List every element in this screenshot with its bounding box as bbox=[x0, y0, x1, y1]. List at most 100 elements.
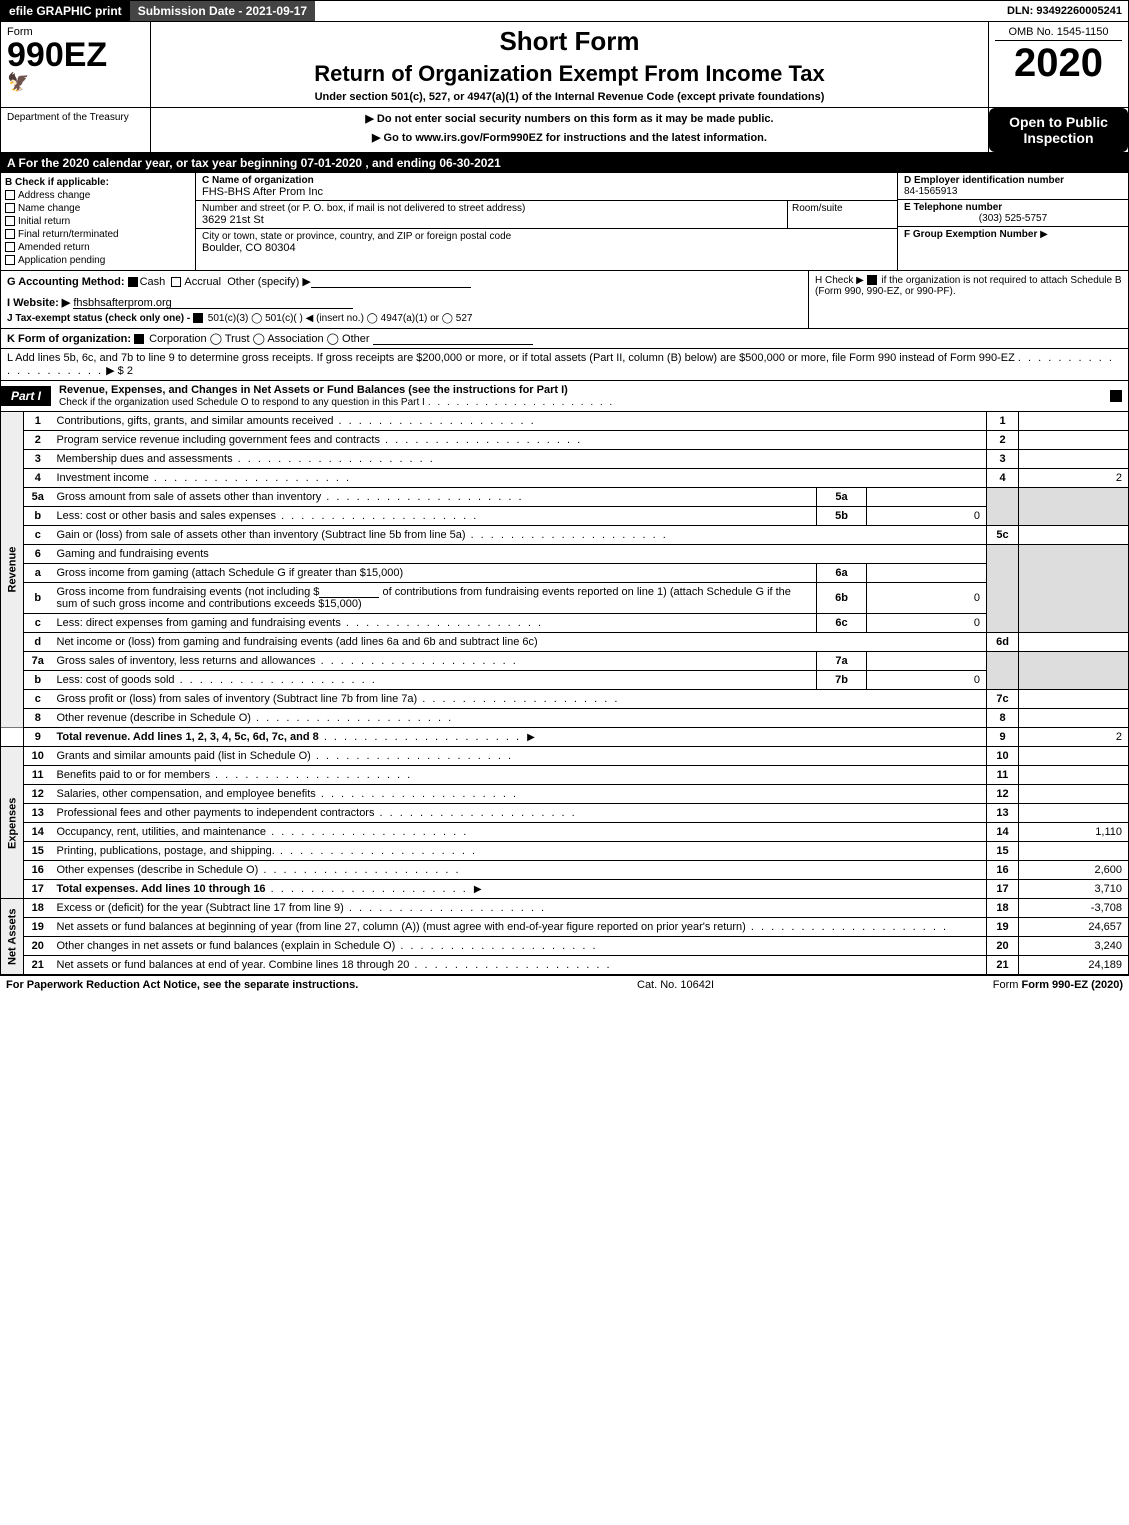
goto-link[interactable]: ▶ Go to www.irs.gov/Form990EZ for instru… bbox=[372, 132, 767, 144]
l2-desc: Program service revenue including govern… bbox=[57, 434, 380, 446]
row-6d: dNet income or (loss) from gaming and fu… bbox=[1, 633, 1129, 652]
l4-desc: Investment income bbox=[57, 472, 149, 484]
k-opts: Corporation ◯ Trust ◯ Association ◯ Othe… bbox=[149, 333, 369, 345]
l6-desc: Gaming and fundraising events bbox=[52, 545, 987, 564]
l17-desc: Total expenses. Add lines 10 through 16 bbox=[57, 883, 266, 895]
spacer bbox=[315, 1, 1007, 21]
part1-checkbox[interactable] bbox=[1110, 390, 1122, 402]
row-6b: bGross income from fundraising events (n… bbox=[1, 583, 1129, 614]
chk-501c3[interactable] bbox=[193, 313, 203, 323]
l11-desc: Benefits paid to or for members bbox=[57, 769, 210, 781]
j-opts: 501(c)(3) ◯ 501(c)( ) ◀ (insert no.) ◯ 4… bbox=[208, 313, 473, 324]
g-accounting: G Accounting Method: Cash Accrual Other … bbox=[7, 275, 802, 288]
chk-name-change[interactable]: Name change bbox=[5, 203, 191, 214]
g-other-input[interactable] bbox=[311, 276, 471, 288]
chk-amended[interactable]: Amended return bbox=[5, 242, 191, 253]
l3-desc: Membership dues and assessments bbox=[57, 453, 233, 465]
e-label: E Telephone number bbox=[904, 202, 1122, 213]
chk-initial-return[interactable]: Initial return bbox=[5, 216, 191, 227]
c-label: C Name of organization bbox=[202, 175, 891, 186]
city-label: City or town, state or province, country… bbox=[202, 231, 891, 242]
row-2: 2Program service revenue including gover… bbox=[1, 431, 1129, 450]
k-other-input[interactable] bbox=[373, 333, 533, 345]
accounting-row: G Accounting Method: Cash Accrual Other … bbox=[0, 271, 1129, 329]
f-group: F Group Exemption Number ▶ bbox=[898, 227, 1128, 242]
section-def: D Employer identification number 84-1565… bbox=[898, 173, 1128, 270]
chk-h[interactable] bbox=[867, 275, 877, 285]
l7b-val: 0 bbox=[867, 671, 987, 690]
i-label: I Website: ▶ bbox=[7, 297, 70, 309]
part1-bar: Part I Revenue, Expenses, and Changes in… bbox=[0, 381, 1129, 412]
info-grid: B Check if applicable: Address change Na… bbox=[0, 173, 1129, 271]
chk-cash[interactable] bbox=[128, 277, 138, 287]
section-h: H Check ▶ if the organization is not req… bbox=[808, 271, 1128, 328]
l6b-input[interactable] bbox=[319, 586, 379, 598]
row-7c: cGross profit or (loss) from sales of in… bbox=[1, 690, 1129, 709]
chk-name-label: Name change bbox=[18, 203, 80, 214]
addr-block: Number and street (or P. O. box, if mail… bbox=[196, 201, 787, 229]
g-other: Other (specify) ▶ bbox=[227, 276, 311, 288]
h-text3: (Form 990, 990-EZ, or 990-PF). bbox=[815, 286, 956, 297]
addr-grid: Number and street (or P. O. box, if mail… bbox=[196, 201, 897, 229]
l7c-desc: Gross profit or (loss) from sales of inv… bbox=[57, 693, 418, 705]
part1-table: Revenue 1Contributions, gifts, grants, a… bbox=[0, 412, 1129, 975]
expenses-sidelabel: Expenses bbox=[1, 747, 24, 899]
row-16: 16Other expenses (describe in Schedule O… bbox=[1, 861, 1129, 880]
i-website: I Website: ▶ fhsbhsafterprom.org bbox=[7, 296, 802, 309]
open-public-cell: Open to Public Inspection bbox=[988, 108, 1128, 152]
l1-desc: Contributions, gifts, grants, and simila… bbox=[57, 415, 334, 427]
tax-year: 2020 bbox=[995, 43, 1122, 83]
g-label: G Accounting Method: bbox=[7, 276, 125, 288]
open-to-public: Open to Public Inspection bbox=[989, 108, 1128, 152]
chk-amended-label: Amended return bbox=[18, 242, 90, 253]
row-7a: 7aGross sales of inventory, less returns… bbox=[1, 652, 1129, 671]
k-row: K Form of organization: Corporation ◯ Tr… bbox=[0, 329, 1129, 349]
dept-treasury: Department of the Treasury bbox=[1, 108, 151, 152]
chk-accrual[interactable] bbox=[171, 277, 181, 287]
dept-label: Department of the Treasury bbox=[7, 112, 144, 123]
l6c-desc: Less: direct expenses from gaming and fu… bbox=[57, 617, 341, 629]
l17-val: 3,710 bbox=[1019, 880, 1129, 899]
row-1: Revenue 1Contributions, gifts, grants, a… bbox=[1, 412, 1129, 431]
form-number: 990EZ bbox=[7, 38, 144, 72]
l1-val bbox=[1019, 412, 1129, 431]
chk-pending[interactable]: Application pending bbox=[5, 255, 191, 266]
addr-value: 3629 21st St bbox=[202, 214, 781, 226]
l19-desc: Net assets or fund balances at beginning… bbox=[57, 921, 746, 933]
efile-label[interactable]: efile GRAPHIC print bbox=[1, 1, 130, 21]
e-phone: E Telephone number (303) 525-5757 bbox=[898, 200, 1128, 227]
l5b-desc: Less: cost or other basis and sales expe… bbox=[57, 510, 277, 522]
l9-desc: Total revenue. Add lines 1, 2, 3, 4, 5c,… bbox=[57, 731, 319, 743]
part1-dots bbox=[428, 397, 614, 408]
chk-address-change[interactable]: Address change bbox=[5, 190, 191, 201]
row-15: 15Printing, publications, postage, and s… bbox=[1, 842, 1129, 861]
netassets-sidelabel: Net Assets bbox=[1, 899, 24, 975]
row-5a: 5aGross amount from sale of assets other… bbox=[1, 488, 1129, 507]
l-row: L Add lines 5b, 6c, and 7b to line 9 to … bbox=[0, 349, 1129, 381]
j-label: J Tax-exempt status (check only one) - bbox=[7, 313, 190, 324]
row-11: 11Benefits paid to or for members11 bbox=[1, 766, 1129, 785]
part1-sub: Check if the organization used Schedule … bbox=[59, 397, 425, 408]
city-block: City or town, state or province, country… bbox=[196, 229, 897, 256]
header-mid: Short Form Return of Organization Exempt… bbox=[151, 22, 988, 108]
page-footer: For Paperwork Reduction Act Notice, see … bbox=[0, 975, 1129, 994]
submission-date: Submission Date - 2021-09-17 bbox=[130, 1, 315, 21]
row-9: 9Total revenue. Add lines 1, 2, 3, 4, 5c… bbox=[1, 728, 1129, 747]
section-b: B Check if applicable: Address change Na… bbox=[1, 173, 196, 270]
chk-final-return[interactable]: Final return/terminated bbox=[5, 229, 191, 240]
chk-corp[interactable] bbox=[134, 334, 144, 344]
section-g-i-j: G Accounting Method: Cash Accrual Other … bbox=[1, 271, 808, 328]
l7a-desc: Gross sales of inventory, less returns a… bbox=[57, 655, 316, 667]
row-7b: bLess: cost of goods sold7b0 bbox=[1, 671, 1129, 690]
section-c: C Name of organization FHS-BHS After Pro… bbox=[196, 173, 898, 270]
row-17: 17Total expenses. Add lines 10 through 1… bbox=[1, 880, 1129, 899]
row-4: 4Investment income42 bbox=[1, 469, 1129, 488]
addr-label: Number and street (or P. O. box, if mail… bbox=[202, 203, 781, 214]
row-21: 21Net assets or fund balances at end of … bbox=[1, 956, 1129, 975]
under-section: Under section 501(c), 527, or 4947(a)(1)… bbox=[157, 91, 982, 103]
l6a-desc: Gross income from gaming (attach Schedul… bbox=[52, 564, 817, 583]
i-value[interactable]: fhsbhsafterprom.org bbox=[73, 297, 171, 309]
row-20: 20Other changes in net assets or fund ba… bbox=[1, 937, 1129, 956]
l6b-val: 0 bbox=[867, 583, 987, 614]
top-bar: efile GRAPHIC print Submission Date - 20… bbox=[0, 0, 1129, 22]
